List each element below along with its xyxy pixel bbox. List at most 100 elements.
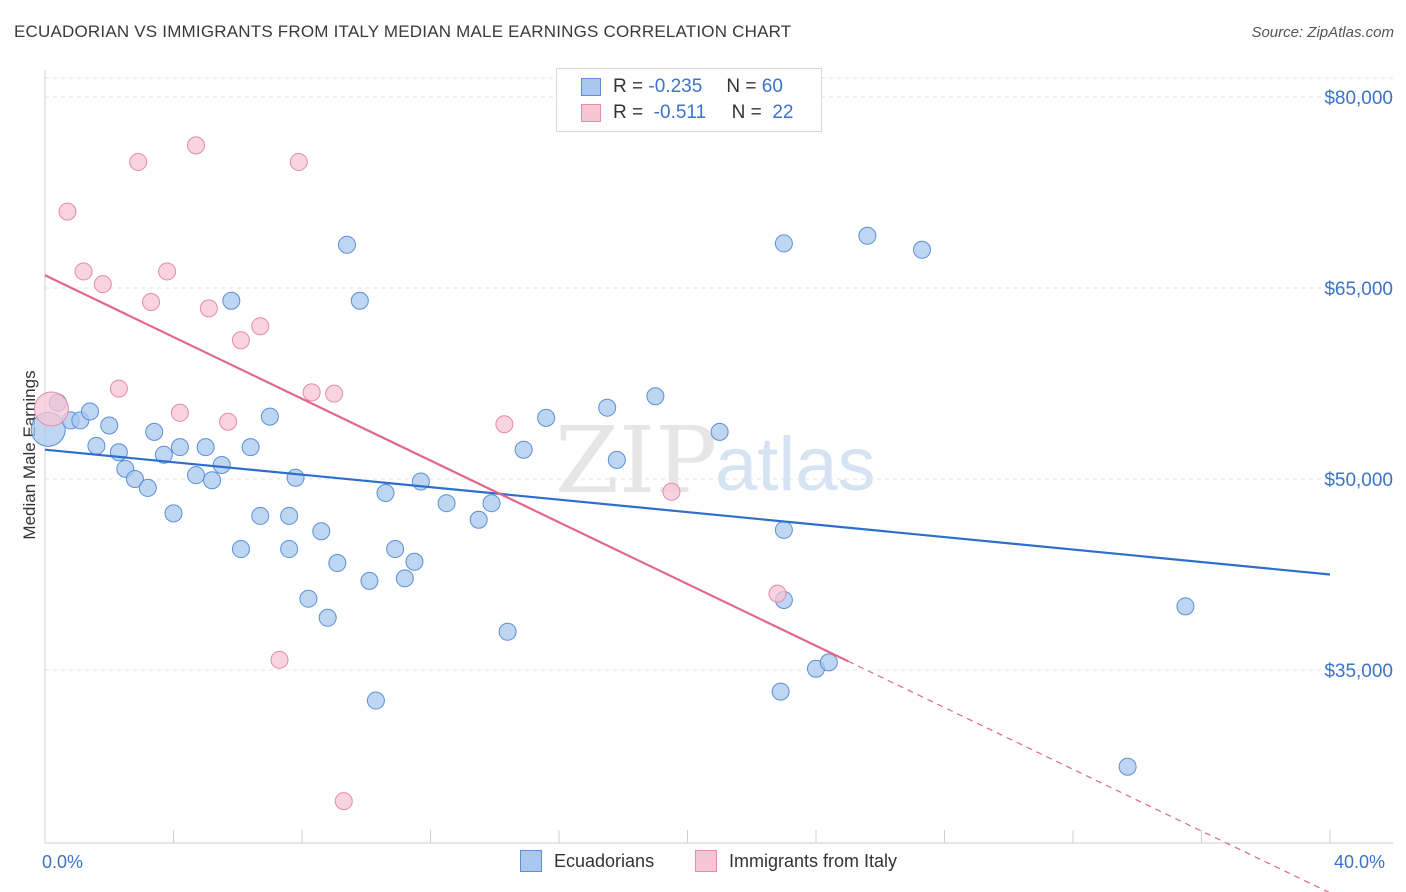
ecuadorian-point: [514, 440, 533, 459]
y-tick-label: $35,000: [1324, 661, 1393, 682]
ecuadorian-point: [405, 552, 424, 571]
ecuadorian-point: [537, 408, 556, 427]
italy-point: [93, 275, 112, 294]
ecuadorian-point: [222, 291, 241, 310]
italy-point: [33, 391, 69, 427]
ecuadorian-point: [196, 438, 215, 457]
italy-point: [334, 792, 353, 811]
ecuadorian-point: [170, 438, 189, 457]
italy-point: [74, 262, 93, 281]
ecuadorian-point: [607, 450, 626, 469]
series-legend-label: Ecuadorians: [554, 850, 655, 871]
ecuadorian-point: [498, 622, 517, 641]
ecuadorian-point: [366, 691, 385, 710]
series-legend-ecuadorians: Ecuadorians: [520, 850, 654, 872]
ecuadorian-point: [913, 240, 932, 259]
ecuadorian-point: [164, 504, 183, 523]
italy-point: [219, 412, 238, 431]
legend-n-value: 60: [761, 76, 783, 97]
ecuadorian-point: [710, 422, 729, 441]
ecuadorian-trend-line: [44, 448, 1331, 576]
ecuadorian-point: [437, 494, 456, 513]
ecuadorian-point: [212, 455, 231, 474]
ecuadorian-point: [251, 506, 270, 525]
legend-row-italy: R = -0.511 N = 22: [581, 101, 793, 125]
ecuadorian-point: [241, 438, 260, 457]
italy-point: [289, 152, 308, 171]
italy-point: [495, 415, 514, 434]
x-tick-label-min: 0.0%: [42, 852, 84, 872]
ecuadorian-point: [186, 466, 205, 485]
ecuadorian-point: [280, 540, 299, 559]
source-label: Source: ZipAtlas.com: [1251, 24, 1394, 41]
italy-point: [662, 482, 681, 501]
italy-point: [270, 650, 289, 669]
ecuadorian-point: [286, 468, 305, 487]
italy-trend-line: [44, 274, 849, 663]
italy-point: [302, 383, 321, 402]
legend-r-value: -0.511: [653, 102, 707, 123]
ecuadorian-point: [80, 402, 99, 421]
series-swatch-ecuadorians: [520, 850, 542, 872]
y-tick-label: $65,000: [1324, 279, 1393, 300]
y-tick-label: $50,000: [1324, 470, 1393, 491]
ecuadorian-point: [100, 416, 119, 435]
italy-trend-extension: [847, 660, 1330, 892]
ecuadorian-point: [386, 540, 405, 559]
series-swatch-italy: [695, 850, 717, 872]
legend-n-value: 22: [772, 102, 794, 123]
chart-title: ECUADORIAN VS IMMIGRANTS FROM ITALY MEDI…: [14, 22, 792, 41]
ecuadorian-point: [87, 436, 106, 455]
legend-r-label: R =: [613, 76, 644, 97]
ecuadorian-point: [154, 445, 173, 464]
ecuadorian-point: [203, 471, 222, 490]
ecuadorian-point: [299, 589, 318, 608]
legend-swatch-italy: [581, 104, 601, 122]
ecuadorian-point: [771, 682, 790, 701]
ecuadorian-point: [646, 387, 665, 406]
italy-point: [231, 331, 250, 350]
legend-r-label: R =: [613, 102, 644, 123]
ecuadorian-point: [360, 571, 379, 590]
legend-row-ecuadorians: R = -0.235 N = 60: [581, 75, 783, 99]
ecuadorian-point: [1118, 757, 1137, 776]
ecuadorian-point: [260, 407, 279, 426]
ecuadorian-point: [774, 234, 793, 253]
ecuadorian-point: [312, 522, 331, 541]
ecuadorian-point: [1176, 597, 1195, 616]
ecuadorian-point: [858, 226, 877, 245]
ecuadorian-point: [280, 506, 299, 525]
ecuadorian-point: [125, 470, 144, 488]
watermark-zip: ZIP: [555, 407, 717, 514]
ecuadorian-point: [328, 554, 347, 573]
italy-point: [325, 384, 344, 403]
italy-point: [170, 403, 189, 422]
ecuadorian-point: [231, 540, 250, 559]
ecuadorian-point: [598, 398, 617, 417]
legend-n-label: N =: [731, 102, 762, 123]
ecuadorian-point: [395, 569, 414, 588]
italy-point: [251, 317, 270, 336]
ecuadorian-point: [469, 510, 488, 529]
italy-point: [142, 293, 161, 312]
italy-point: [58, 202, 77, 221]
legend-r-value: -0.235: [648, 76, 703, 97]
ecuadorian-point: [350, 291, 369, 310]
watermark-atlas: atlas: [715, 422, 876, 507]
ecuadorian-point: [145, 422, 164, 441]
y-tick-label: $80,000: [1324, 88, 1393, 109]
legend-n-label: N =: [726, 76, 757, 97]
italy-point: [158, 262, 177, 281]
ecuadorian-point: [337, 235, 356, 254]
ecuadorian-point: [318, 608, 337, 627]
ecuadorian-point: [138, 478, 157, 497]
legend-swatch-ecuadorians: [581, 78, 601, 96]
ecuadorian-point: [819, 653, 838, 672]
italy-point: [199, 299, 218, 318]
italy-point: [186, 136, 205, 155]
series-legend-italy: Immigrants from Italy: [695, 850, 897, 872]
ecuadorian-point: [482, 494, 501, 513]
x-tick-label-max: 40.0%: [1334, 852, 1386, 872]
series-legend-label: Immigrants from Italy: [729, 850, 898, 871]
